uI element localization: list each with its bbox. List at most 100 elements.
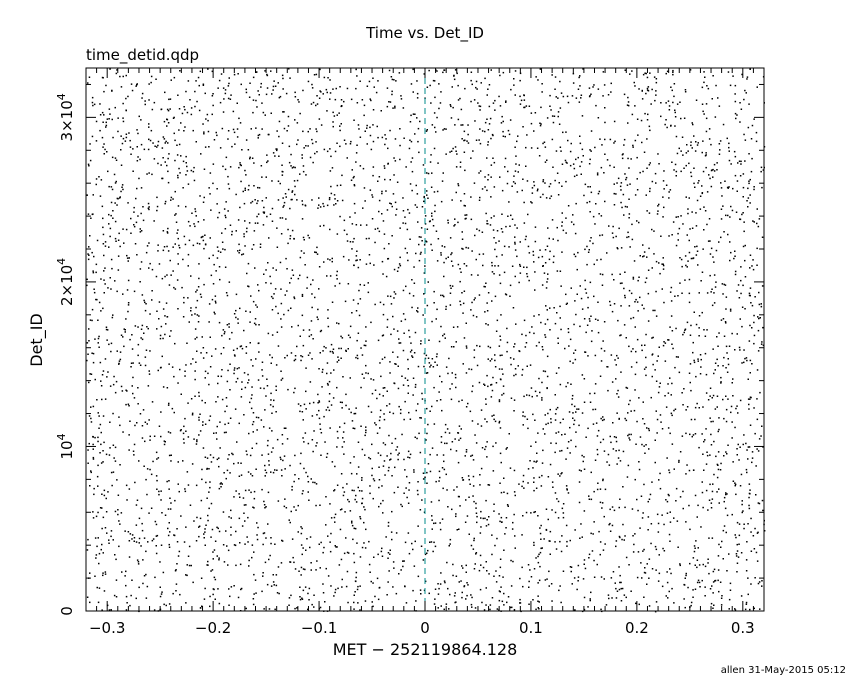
data-point xyxy=(621,538,623,541)
data-point xyxy=(462,567,464,569)
data-point xyxy=(544,370,547,373)
data-point xyxy=(151,401,154,403)
data-point xyxy=(169,259,171,262)
data-point xyxy=(470,157,472,159)
data-point xyxy=(740,266,742,268)
data-point xyxy=(319,330,322,333)
data-point xyxy=(744,160,746,162)
data-point xyxy=(739,318,741,320)
data-point xyxy=(415,184,417,187)
data-point xyxy=(426,194,428,196)
data-point xyxy=(742,245,745,248)
data-point xyxy=(492,445,494,448)
data-point xyxy=(169,531,171,533)
data-point xyxy=(398,342,400,344)
data-point xyxy=(514,224,516,226)
data-point xyxy=(378,176,381,178)
data-point xyxy=(339,528,342,531)
data-point xyxy=(173,411,175,414)
data-point xyxy=(490,384,492,386)
data-point xyxy=(455,450,458,452)
data-point xyxy=(442,294,444,297)
data-point xyxy=(428,69,430,72)
data-point xyxy=(116,69,118,71)
data-point xyxy=(439,528,442,531)
data-point xyxy=(533,315,535,317)
data-point xyxy=(527,213,529,216)
data-point xyxy=(744,276,747,278)
data-point xyxy=(384,474,386,476)
data-point xyxy=(151,290,153,292)
data-point xyxy=(630,350,633,353)
data-point xyxy=(372,582,374,584)
data-point xyxy=(465,217,467,220)
data-point xyxy=(187,220,190,223)
data-point xyxy=(355,571,358,574)
data-point xyxy=(408,292,411,295)
data-point xyxy=(218,557,220,559)
data-point xyxy=(422,472,425,474)
data-point xyxy=(394,466,396,469)
data-point xyxy=(300,359,302,362)
data-point xyxy=(202,421,204,423)
data-point xyxy=(557,194,560,196)
data-point xyxy=(733,150,736,153)
data-point xyxy=(746,200,748,202)
data-point xyxy=(261,128,263,130)
data-point xyxy=(668,469,670,471)
data-point xyxy=(481,188,484,190)
data-point xyxy=(152,460,154,463)
data-point xyxy=(632,535,634,537)
data-point xyxy=(441,518,444,520)
data-point xyxy=(134,325,137,327)
data-point xyxy=(275,584,278,587)
data-point xyxy=(679,564,681,567)
data-point xyxy=(407,208,409,211)
data-point xyxy=(483,285,485,288)
data-point xyxy=(244,489,247,492)
data-point xyxy=(275,269,277,271)
data-point xyxy=(122,102,124,105)
data-point xyxy=(86,359,88,362)
data-point xyxy=(394,201,397,204)
data-point xyxy=(707,240,710,242)
data-point xyxy=(377,227,379,230)
data-point xyxy=(228,82,230,85)
data-point xyxy=(728,598,731,601)
data-point xyxy=(710,291,712,293)
data-point xyxy=(701,481,703,483)
data-point xyxy=(746,359,748,362)
data-point xyxy=(475,553,477,555)
data-point xyxy=(156,310,158,312)
data-point xyxy=(380,375,382,378)
data-point xyxy=(173,375,175,378)
data-point xyxy=(621,206,623,209)
data-point xyxy=(520,99,523,102)
data-point xyxy=(483,383,485,385)
data-point xyxy=(109,235,111,238)
data-point xyxy=(238,475,241,477)
data-point xyxy=(285,92,288,95)
data-point xyxy=(756,448,758,450)
data-point xyxy=(505,517,508,519)
data-point xyxy=(607,366,609,368)
data-point xyxy=(711,490,714,493)
data-point xyxy=(264,464,266,467)
data-point xyxy=(369,98,371,100)
data-point xyxy=(470,100,472,103)
data-point xyxy=(574,232,577,235)
data-point xyxy=(322,202,324,205)
data-point xyxy=(382,387,385,389)
data-point xyxy=(143,465,145,467)
data-point xyxy=(353,175,355,178)
data-point xyxy=(132,450,135,452)
data-point xyxy=(264,475,266,477)
data-point xyxy=(475,316,478,318)
data-point xyxy=(635,361,638,364)
data-point xyxy=(388,434,390,437)
data-point xyxy=(232,110,235,113)
data-point xyxy=(566,162,568,164)
data-point xyxy=(646,583,648,585)
data-point xyxy=(224,89,227,91)
data-point xyxy=(140,545,142,547)
